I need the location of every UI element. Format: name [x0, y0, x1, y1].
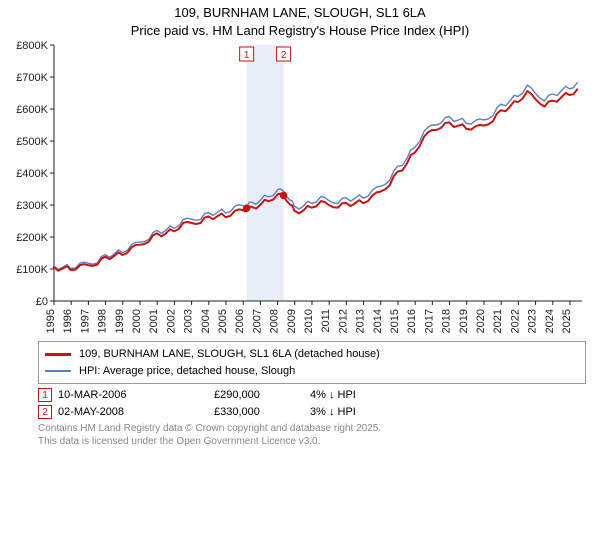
svg-text:2014: 2014: [372, 309, 384, 333]
svg-text:2018: 2018: [441, 309, 453, 333]
sale-marker: 1: [38, 388, 52, 402]
sale-row: 1 10-MAR-2006 £290,000 4% ↓ HPI: [38, 388, 586, 402]
svg-text:1996: 1996: [62, 309, 74, 333]
svg-text:2020: 2020: [475, 309, 487, 333]
svg-text:2019: 2019: [458, 309, 470, 333]
legend-item: HPI: Average price, detached house, Slou…: [45, 363, 579, 380]
svg-text:1999: 1999: [114, 309, 126, 333]
title-address: 109, BURNHAM LANE, SLOUGH, SL1 6LA: [6, 4, 594, 22]
sale-marker: 2: [38, 405, 52, 419]
svg-text:2022: 2022: [509, 309, 521, 333]
sale-date: 10-MAR-2006: [58, 389, 208, 401]
svg-text:2012: 2012: [337, 309, 349, 333]
sale-price: £330,000: [214, 406, 304, 418]
footer-attribution: Contains HM Land Registry data © Crown c…: [38, 422, 586, 448]
sale-row: 2 02-MAY-2008 £330,000 3% ↓ HPI: [38, 405, 586, 419]
svg-text:£100K: £100K: [16, 264, 48, 276]
legend-label: 109, BURNHAM LANE, SLOUGH, SL1 6LA (deta…: [79, 346, 380, 363]
legend-swatch: [45, 370, 71, 372]
svg-text:2002: 2002: [165, 309, 177, 333]
legend-swatch: [45, 353, 71, 356]
sale-hpi: 4% ↓ HPI: [310, 389, 356, 401]
svg-text:1: 1: [244, 50, 250, 61]
sale-date: 02-MAY-2008: [58, 406, 208, 418]
svg-text:£300K: £300K: [16, 200, 48, 212]
svg-text:2021: 2021: [492, 309, 504, 333]
price-chart: £0 £100K £200K £300K £400K £500K £600K £700K £80…: [6, 39, 594, 339]
svg-text:£0: £0: [36, 296, 48, 308]
svg-text:£700K: £700K: [16, 72, 48, 84]
svg-text:2007: 2007: [251, 309, 263, 333]
svg-text:£400K: £400K: [16, 168, 48, 180]
svg-text:2015: 2015: [389, 309, 401, 333]
legend-label: HPI: Average price, detached house, Slou…: [79, 363, 295, 380]
svg-text:2: 2: [281, 50, 287, 61]
svg-text:2013: 2013: [355, 309, 367, 333]
svg-text:2006: 2006: [234, 309, 246, 333]
svg-text:2010: 2010: [303, 309, 315, 333]
svg-text:2023: 2023: [527, 309, 539, 333]
svg-text:1997: 1997: [79, 309, 91, 333]
footer-line-1: Contains HM Land Registry data © Crown c…: [38, 422, 586, 435]
svg-text:£200K: £200K: [16, 232, 48, 244]
svg-text:2017: 2017: [423, 309, 435, 333]
svg-text:2025: 2025: [561, 309, 573, 333]
svg-text:1995: 1995: [45, 309, 57, 333]
svg-text:2011: 2011: [320, 309, 332, 333]
sales-table: 1 10-MAR-2006 £290,000 4% ↓ HPI 2 02-MAY-2008…: [38, 388, 586, 419]
legend: 109, BURNHAM LANE, SLOUGH, SL1 6LA (deta…: [38, 341, 586, 384]
footer-line-2: This data is licensed under the Open Gov…: [38, 435, 586, 448]
svg-text:£800K: £800K: [16, 40, 48, 52]
title-subtitle: Price paid vs. HM Land Registry's House …: [6, 22, 594, 40]
svg-text:2003: 2003: [183, 309, 195, 333]
chart-title: 109, BURNHAM LANE, SLOUGH, SL1 6LA Price…: [6, 4, 594, 39]
sale-hpi: 3% ↓ HPI: [310, 406, 356, 418]
svg-text:2000: 2000: [131, 309, 143, 333]
svg-text:£500K: £500K: [16, 136, 48, 148]
svg-text:2024: 2024: [544, 309, 556, 333]
svg-text:2009: 2009: [286, 309, 298, 333]
svg-text:2016: 2016: [406, 309, 418, 333]
svg-text:£600K: £600K: [16, 104, 48, 116]
svg-text:2008: 2008: [269, 309, 281, 333]
svg-text:2004: 2004: [200, 309, 212, 333]
svg-text:2001: 2001: [148, 309, 160, 333]
svg-text:2005: 2005: [217, 309, 229, 333]
svg-text:1998: 1998: [97, 309, 109, 333]
legend-item: 109, BURNHAM LANE, SLOUGH, SL1 6LA (deta…: [45, 346, 579, 363]
sale-price: £290,000: [214, 389, 304, 401]
